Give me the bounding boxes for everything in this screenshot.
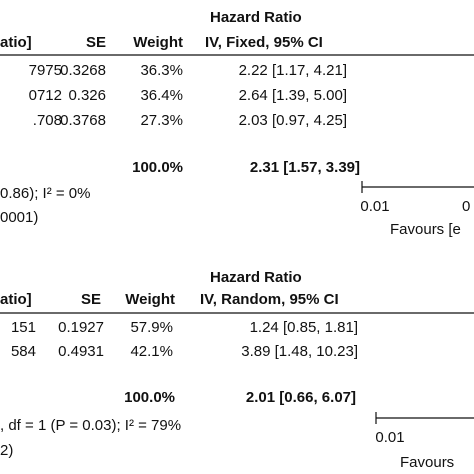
table-cell: 0.3268 xyxy=(60,62,106,79)
column-header: Weight xyxy=(133,34,183,51)
table-cell: 27.3% xyxy=(140,112,183,129)
axis-label: 0 xyxy=(462,198,470,215)
table-cell: 0.1927 xyxy=(58,319,104,336)
table-cell: 1.24 [0.85, 1.81] xyxy=(250,319,358,336)
total-weight: 100.0% xyxy=(132,159,183,176)
column-header: SE xyxy=(81,291,101,308)
table-cell: .708 xyxy=(33,112,62,129)
favours-label: Favours xyxy=(400,454,454,471)
column-header: atio] xyxy=(0,291,32,308)
column-header: SE xyxy=(86,34,106,51)
table-cell: 2.03 [0.97, 4.25] xyxy=(239,112,347,129)
column-header: IV, Random, 95% CI xyxy=(200,291,339,308)
total-ci: 2.31 [1.57, 3.39] xyxy=(250,159,360,176)
table-cell: 0.3768 xyxy=(60,112,106,129)
table-cell: 2.64 [1.39, 5.00] xyxy=(239,87,347,104)
table-cell: 0712 xyxy=(29,87,62,104)
axis-label: 0.01 xyxy=(360,198,389,215)
table-cell: 7975 xyxy=(29,62,62,79)
table-cell: 584 xyxy=(11,343,36,360)
table-cell: 57.9% xyxy=(130,319,173,336)
total-ci: 2.01 [0.66, 6.07] xyxy=(246,389,356,406)
table-cell: 42.1% xyxy=(130,343,173,360)
panel-title: Hazard Ratio xyxy=(210,9,302,26)
total-weight: 100.0% xyxy=(124,389,175,406)
table-cell: 151 xyxy=(11,319,36,336)
table-cell: 36.4% xyxy=(140,87,183,104)
table-cell: 0.4931 xyxy=(58,343,104,360)
axis-label: 0.01 xyxy=(375,429,404,446)
heterogeneity: , df = 1 (P = 0.03); I² = 79% xyxy=(0,417,181,434)
favours-label: Favours [e xyxy=(390,221,461,238)
panel-title: Hazard Ratio xyxy=(210,269,302,286)
table-cell: 0.326 xyxy=(68,87,106,104)
table-cell: 3.89 [1.48, 10.23] xyxy=(241,343,358,360)
column-header: Weight xyxy=(125,291,175,308)
overall-test: 0001) xyxy=(0,209,38,226)
column-header: IV, Fixed, 95% CI xyxy=(205,34,323,51)
overall-test: 2) xyxy=(0,442,13,459)
table-cell: 36.3% xyxy=(140,62,183,79)
heterogeneity: 0.86); I² = 0% xyxy=(0,185,90,202)
column-header: atio] xyxy=(0,34,32,51)
table-cell: 2.22 [1.17, 4.21] xyxy=(239,62,347,79)
